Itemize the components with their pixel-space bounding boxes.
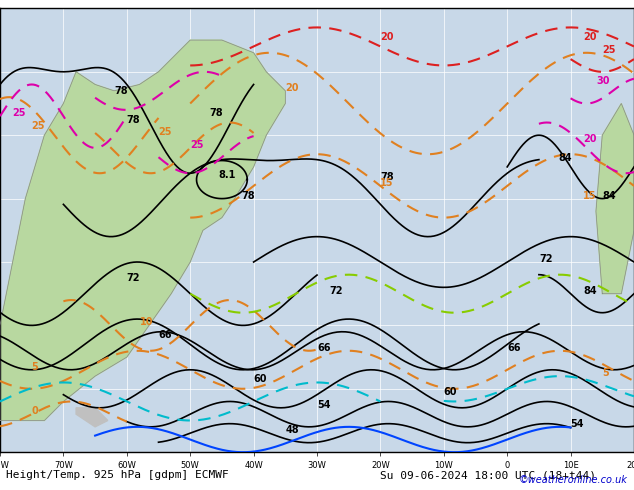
Text: 15: 15 bbox=[380, 178, 394, 188]
Text: ©weatheronline.co.uk: ©weatheronline.co.uk bbox=[519, 475, 628, 485]
Text: 78: 78 bbox=[380, 172, 394, 182]
Text: 60: 60 bbox=[254, 374, 267, 385]
Text: 5: 5 bbox=[602, 368, 609, 378]
Polygon shape bbox=[596, 103, 634, 294]
Text: 10: 10 bbox=[139, 318, 153, 327]
Text: 48: 48 bbox=[285, 425, 299, 435]
Polygon shape bbox=[76, 408, 108, 427]
Text: 84: 84 bbox=[602, 191, 616, 200]
Text: 25: 25 bbox=[602, 45, 616, 55]
Text: 72: 72 bbox=[127, 273, 140, 283]
Text: 25: 25 bbox=[158, 127, 172, 137]
Text: 20: 20 bbox=[583, 134, 597, 144]
Text: Su 09-06-2024 18:00 UTC (18+t44): Su 09-06-2024 18:00 UTC (18+t44) bbox=[380, 470, 597, 480]
Text: 20: 20 bbox=[583, 32, 597, 42]
Text: 20: 20 bbox=[380, 32, 394, 42]
Text: 78: 78 bbox=[114, 86, 127, 96]
Text: 25: 25 bbox=[32, 121, 45, 131]
Text: 78: 78 bbox=[127, 115, 140, 124]
Text: 66: 66 bbox=[317, 343, 330, 353]
Text: 5: 5 bbox=[32, 362, 39, 372]
Text: 0: 0 bbox=[32, 406, 39, 416]
Text: 15: 15 bbox=[583, 191, 597, 200]
Text: 84: 84 bbox=[558, 152, 571, 163]
Text: 66: 66 bbox=[507, 343, 521, 353]
Text: 78: 78 bbox=[241, 191, 254, 200]
Polygon shape bbox=[0, 40, 285, 420]
Text: 78: 78 bbox=[209, 108, 223, 118]
Text: 25: 25 bbox=[190, 140, 204, 150]
Polygon shape bbox=[0, 452, 634, 465]
Text: 72: 72 bbox=[330, 286, 343, 295]
Text: 25: 25 bbox=[13, 108, 26, 118]
Text: 60: 60 bbox=[444, 387, 457, 397]
Text: 72: 72 bbox=[539, 254, 552, 264]
Text: 66: 66 bbox=[158, 330, 172, 340]
Text: 30: 30 bbox=[596, 76, 609, 86]
Text: 20: 20 bbox=[285, 83, 299, 93]
Text: 54: 54 bbox=[317, 400, 330, 410]
Text: 84: 84 bbox=[583, 286, 597, 295]
Text: Height/Temp. 925 hPa [gdpm] ECMWF: Height/Temp. 925 hPa [gdpm] ECMWF bbox=[6, 470, 229, 480]
Text: 54: 54 bbox=[571, 419, 584, 429]
Text: 8.1: 8.1 bbox=[219, 170, 236, 180]
